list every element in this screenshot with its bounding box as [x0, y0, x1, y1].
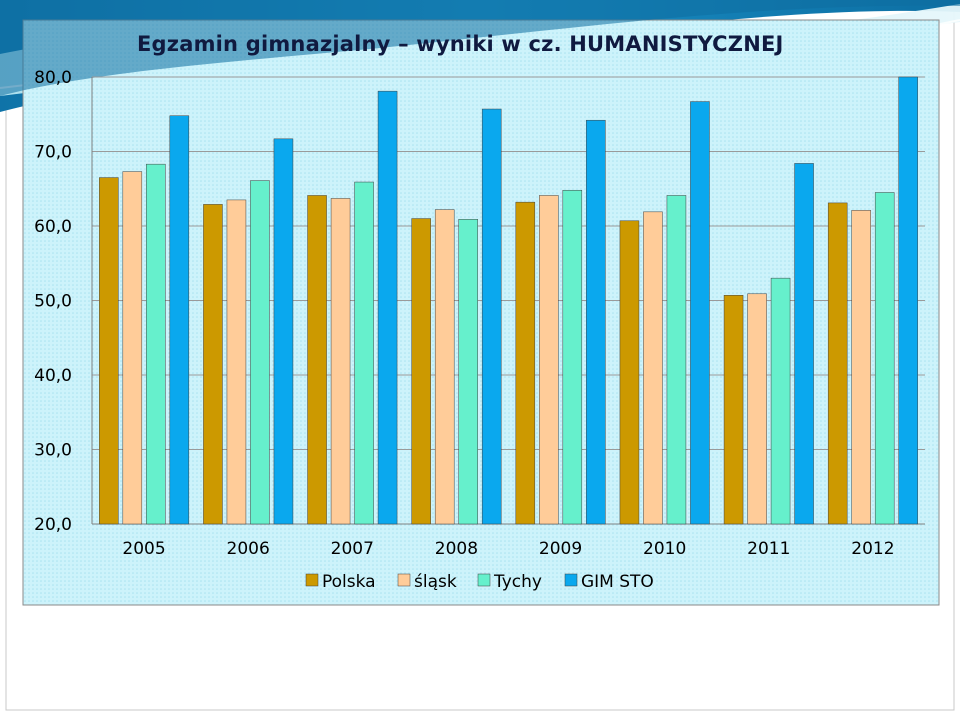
bar-tychy-2009 [562, 189, 583, 525]
bar-śląsk-2012 [851, 210, 871, 525]
bar-śląsk-2009 [539, 195, 559, 525]
y-tick-label: 50,0 [34, 292, 72, 312]
x-tick-label: 2012 [851, 539, 894, 559]
bar-tychy-2006 [250, 180, 270, 525]
bar-polska-2011 [723, 295, 744, 525]
bar-śląsk-2008 [434, 209, 455, 525]
legend-swatch [564, 573, 578, 587]
bar-śląsk-2007 [330, 198, 351, 525]
bar-polska-2010 [619, 220, 640, 525]
bar-gim-sto-2009 [586, 119, 606, 525]
bar-polska-2005 [99, 177, 119, 525]
x-tick-label: 2011 [747, 539, 790, 559]
bar-tychy-2005 [146, 163, 166, 525]
x-tick-label: 2010 [643, 539, 686, 559]
y-tick-label: 70,0 [34, 143, 72, 163]
y-tick-label: 40,0 [34, 366, 72, 386]
y-tick-label: 80,0 [34, 68, 72, 88]
legend-label: śląsk [414, 572, 457, 592]
legend-swatch [477, 573, 491, 587]
bar-śląsk-2006 [226, 199, 247, 525]
bar-gim-sto-2010 [690, 101, 710, 525]
x-axis-ticks: 2005 2006 2007 2008 2009 2010 2011 2012 [122, 539, 894, 559]
bar-polska-2012 [827, 202, 848, 525]
bar-tychy-2010 [666, 195, 687, 525]
bar-polska-2007 [307, 195, 327, 525]
bar-polska-2009 [515, 201, 536, 525]
bar-śląsk-2010 [643, 211, 663, 525]
bar-gim-sto-2012 [898, 76, 918, 525]
legend-swatch [305, 573, 319, 587]
bar-tychy-2011 [770, 277, 791, 525]
bar-polska-2008 [411, 218, 431, 525]
y-tick-label: 60,0 [34, 217, 72, 237]
bar-polska-2006 [203, 204, 223, 525]
bar-tychy-2008 [458, 219, 478, 525]
x-tick-label: 2009 [539, 539, 582, 559]
bar-gim-sto-2005 [169, 115, 190, 525]
y-tick-label: 30,0 [34, 441, 72, 461]
x-tick-label: 2006 [227, 539, 270, 559]
legend-label: Tychy [493, 572, 542, 592]
bar-śląsk-2005 [122, 171, 143, 525]
bar-gim-sto-2011 [794, 163, 814, 525]
y-axis-ticks: 20,0 30,0 40,0 50,0 60,0 70,0 80,0 [34, 68, 72, 535]
legend-label: GIM STO [581, 572, 654, 592]
bar-gim-sto-2008 [481, 108, 502, 525]
x-tick-label: 2007 [331, 539, 374, 559]
bar-tychy-2007 [354, 181, 374, 525]
bar-gim-sto-2006 [273, 138, 294, 525]
header-wave-overlay [0, 0, 960, 96]
y-tick-label: 20,0 [34, 515, 72, 535]
legend-swatch [397, 573, 411, 587]
x-tick-label: 2008 [435, 539, 478, 559]
bar-śląsk-2011 [747, 293, 767, 525]
legend: Polska śląsk Tychy GIM STO [305, 572, 654, 592]
chart-title: Egzamin gimnazjalny – wyniki w cz. HUMAN… [137, 32, 784, 56]
bar-gim-sto-2007 [377, 90, 398, 525]
bar-tychy-2012 [874, 192, 895, 525]
legend-label: Polska [322, 572, 376, 592]
x-tick-label: 2005 [122, 539, 165, 559]
bars [99, 76, 918, 525]
